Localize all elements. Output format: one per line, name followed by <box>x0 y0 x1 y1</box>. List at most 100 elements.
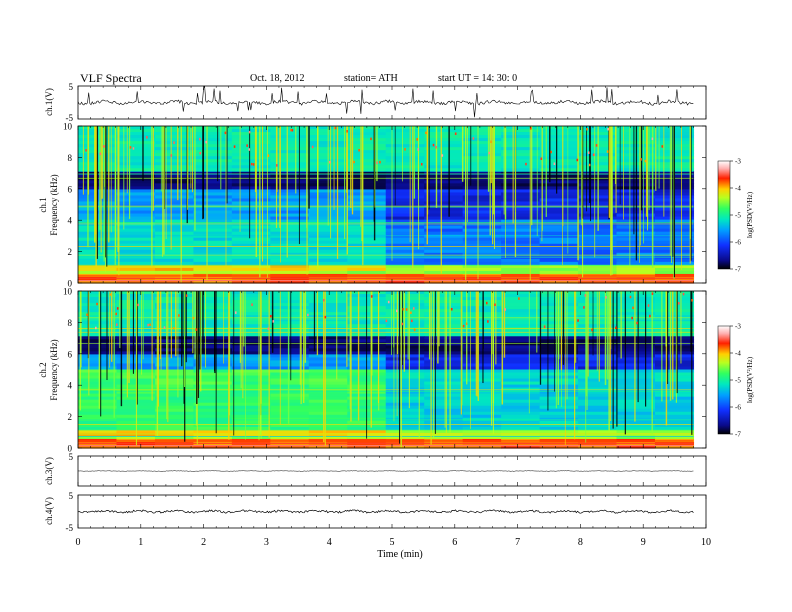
ch3-waveform-line <box>77 470 694 472</box>
spectrogram-cell <box>270 162 310 166</box>
spectrogram-cell <box>424 318 464 322</box>
spectrogram-cell <box>270 255 310 260</box>
spectrogram-speckle <box>591 328 593 332</box>
spectrogram-cell <box>270 183 310 187</box>
spectrogram-cell <box>385 300 425 304</box>
spectrogram-cell <box>462 411 502 416</box>
spectrogram-cell <box>154 183 194 187</box>
ch2-colorbar-label: log(PSD(V²/Hz) <box>746 356 754 403</box>
spectrogram-cell <box>231 435 271 440</box>
spectrogram-cell <box>385 444 425 449</box>
spectrogram-cell <box>539 147 579 151</box>
ch1-waveform-line <box>77 85 694 118</box>
spectrogram-cell <box>308 291 348 295</box>
spectrogram-cell <box>462 126 502 130</box>
spectrogram-cell <box>385 144 425 148</box>
spectrogram-cell <box>347 180 387 184</box>
spectrogram-cell <box>501 309 541 313</box>
spectrogram-cell <box>501 393 541 398</box>
spectrogram-cell <box>231 375 271 380</box>
spectrogram-cell <box>116 156 156 160</box>
spectrogram-cell <box>231 396 271 401</box>
spectrogram-cell <box>501 357 541 362</box>
spectrogram-cell <box>231 369 271 374</box>
spectrogram-cell <box>501 153 541 157</box>
spectrogram-cell <box>193 357 233 362</box>
spectrogram-cell <box>193 153 233 157</box>
spectrogram-cell <box>154 171 194 175</box>
spectrogram-cell <box>424 300 464 304</box>
spectrogram-cell <box>270 225 310 230</box>
spectrogram-cell <box>424 189 464 194</box>
spectrogram-cell <box>154 177 194 181</box>
spectrogram-cell <box>462 363 502 368</box>
spectrogram-speckle <box>584 294 587 297</box>
spectrogram-cell <box>231 411 271 416</box>
spectrogram-cell <box>654 390 695 395</box>
spectrogram-cell <box>654 435 695 440</box>
spectrogram-speckle <box>272 320 275 323</box>
spectrogram-cell <box>385 243 425 248</box>
spectrogram-cell <box>501 381 541 386</box>
spectrogram-cell <box>539 279 579 284</box>
spectrogram-cell <box>78 336 118 340</box>
spectrogram-cell <box>501 135 541 139</box>
spectrogram-speckle <box>525 162 527 166</box>
spectrogram-cell <box>270 390 310 395</box>
spectrogram-cell <box>347 246 387 251</box>
spectrogram-cell <box>193 135 233 139</box>
spectrogram-cell <box>385 225 425 230</box>
spectrogram-cell <box>193 279 233 284</box>
spectrogram-cell <box>347 165 387 169</box>
spectrogram-cell <box>501 231 541 236</box>
spectrogram-cell <box>616 420 656 425</box>
spectrogram-speckle <box>291 128 294 132</box>
spectrogram-cell <box>462 423 502 428</box>
spectrogram-cell <box>616 426 656 431</box>
spectrogram-cell <box>424 342 464 346</box>
spectrogram-cell <box>539 180 579 184</box>
spectrogram-cell <box>308 306 348 310</box>
spectrogram-cell <box>385 363 425 368</box>
spectrogram-cell <box>231 336 271 340</box>
spectrogram-cell <box>424 261 464 266</box>
spectrogram-cell <box>462 399 502 404</box>
spectrogram-cell <box>270 150 310 154</box>
spectrogram-cell <box>154 279 194 284</box>
spectrogram-cell <box>347 141 387 145</box>
spectrogram-cell <box>193 186 233 191</box>
spectrogram-cell <box>462 327 502 331</box>
spectrogram-cell <box>539 207 579 212</box>
spectrogram-cell <box>154 186 194 191</box>
spectrogram-cell <box>231 378 271 383</box>
spectrogram-cell <box>193 351 233 356</box>
spectrogram-cell <box>347 258 387 263</box>
spectrogram-cell <box>308 342 348 346</box>
spectrogram-cell <box>308 396 348 401</box>
spectrogram-cell <box>578 399 618 404</box>
spectrogram-cell <box>578 384 618 389</box>
spectrogram-cell <box>654 369 695 374</box>
spectrogram-cell <box>385 303 425 307</box>
spectrogram-cell <box>347 168 387 172</box>
spectrogram-cell <box>308 303 348 307</box>
spectrogram-cell <box>308 237 348 242</box>
spectrogram-cell <box>193 207 233 212</box>
spectrogram-cell <box>308 312 348 316</box>
spectrogram-cell <box>501 165 541 169</box>
spectrogram-cell <box>501 186 541 191</box>
spectrogram-cell <box>231 177 271 181</box>
spectrogram-cell <box>154 354 194 359</box>
spectrogram-cell <box>654 360 695 365</box>
spectrogram-speckle <box>677 302 680 305</box>
spectrogram-cell <box>424 378 464 383</box>
spectrogram-cell <box>539 429 579 434</box>
spectrogram-cell <box>424 396 464 401</box>
spectrogram-cell <box>154 444 194 449</box>
spectrogram-cell <box>501 198 541 203</box>
spectrogram-cell <box>501 213 541 218</box>
spectrogram-cell <box>308 375 348 380</box>
spectrogram-cell <box>462 234 502 239</box>
spectrogram-cell <box>539 129 579 133</box>
spectrogram-cell <box>193 237 233 242</box>
